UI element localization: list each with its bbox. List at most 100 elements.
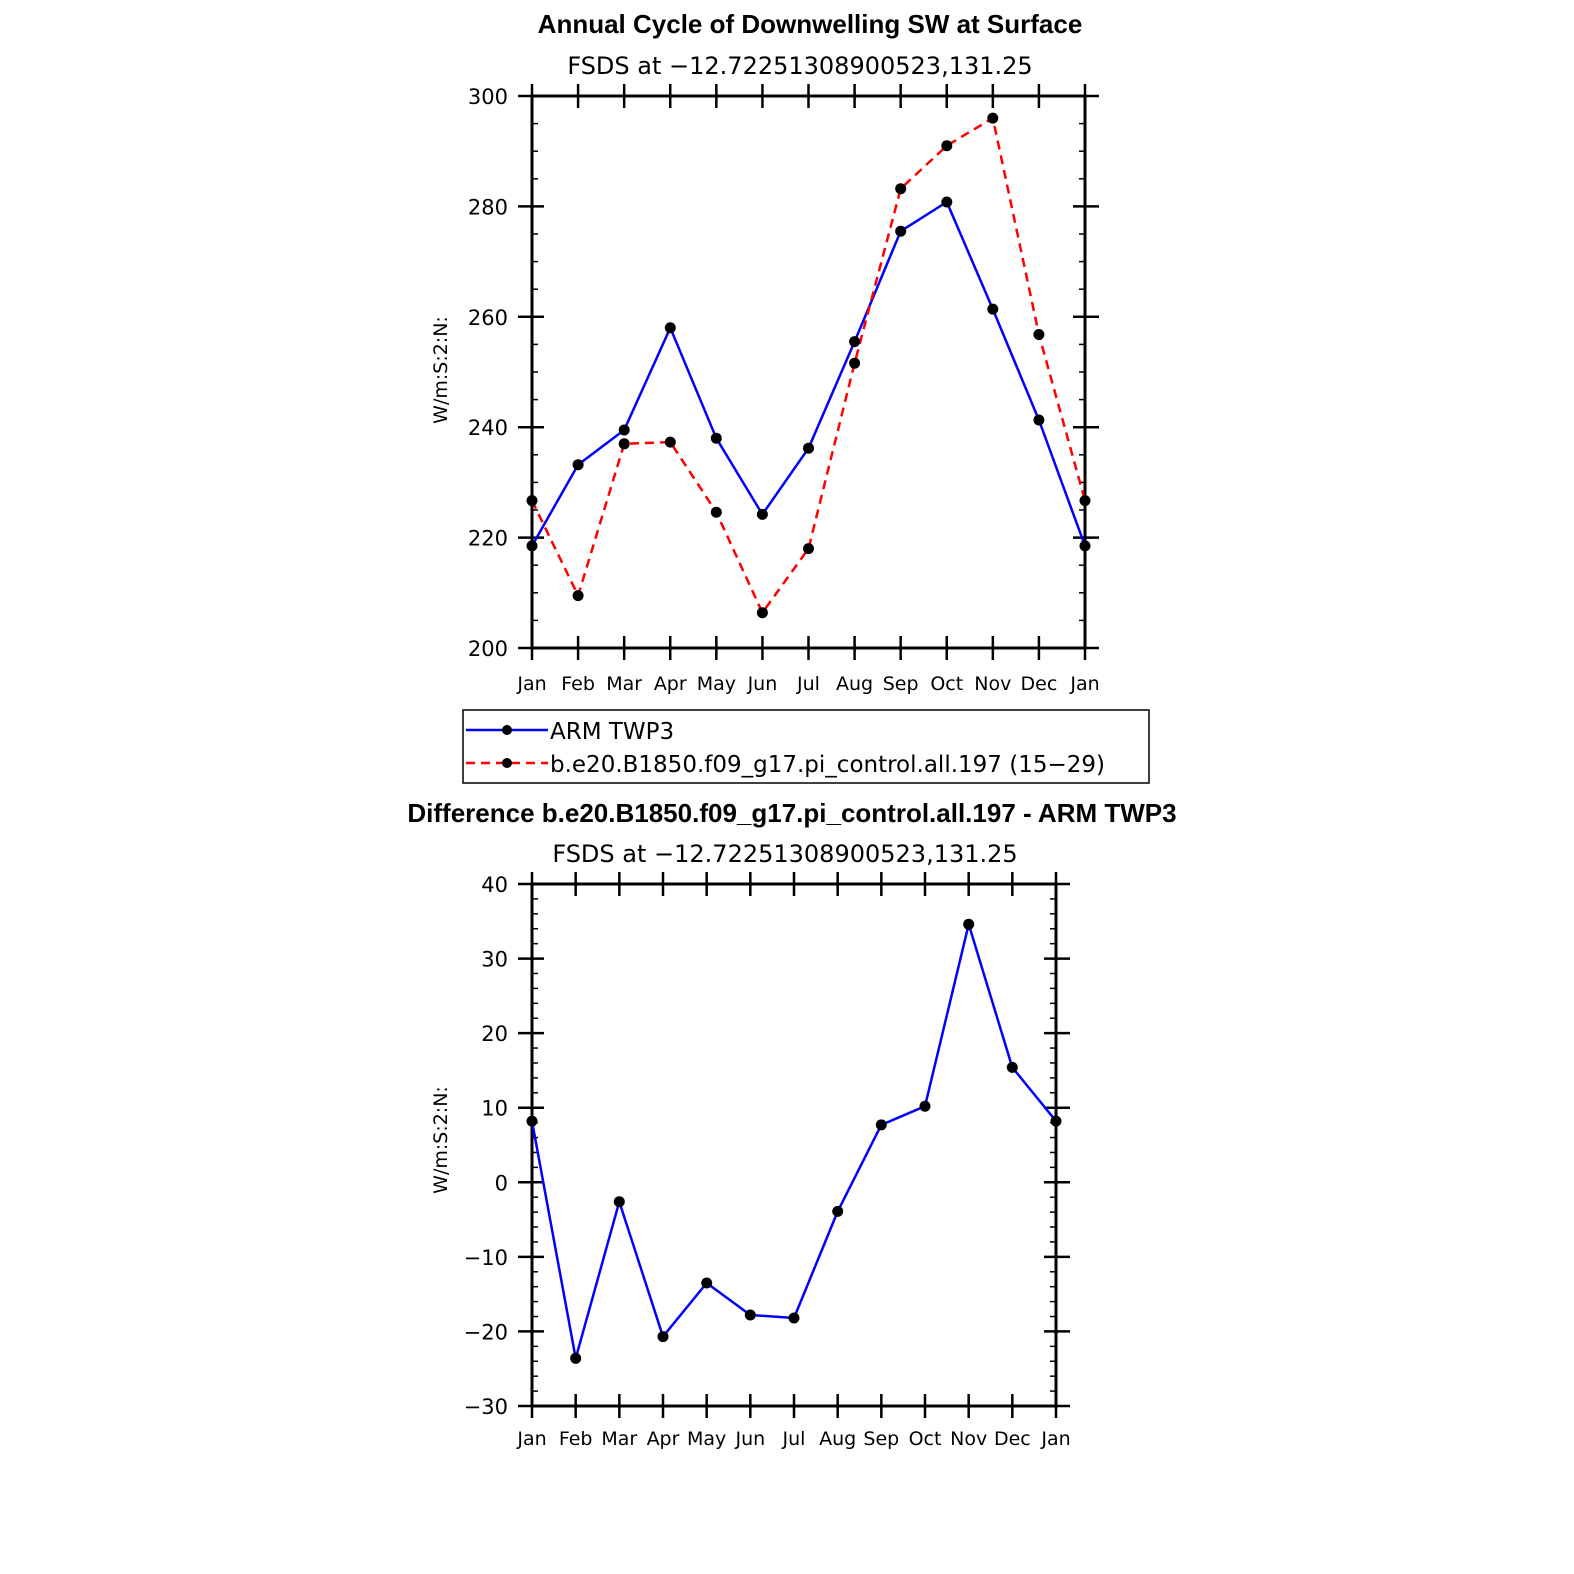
legend-marker-arm [502, 725, 512, 735]
data-point-0 [849, 336, 861, 348]
legend-box [462, 709, 1150, 784]
data-point-0 [572, 459, 584, 471]
y-tick-label: 260 [468, 306, 508, 330]
x-tick-label: Jan [1069, 673, 1099, 695]
data-point-0 [803, 442, 814, 454]
y-tick-label: −30 [464, 1395, 508, 1419]
y-tick-label: −10 [464, 1246, 508, 1270]
x-tick-label: May [687, 1428, 726, 1450]
legend-label-model: b.e20.B1850.f09_g17.pi_control.all.197 (… [550, 752, 1105, 778]
x-tick-label: Oct [909, 1428, 942, 1450]
data-point-1 [987, 112, 999, 124]
legend-label-arm: ARM TWP3 [550, 719, 674, 745]
data-point-0 [701, 1277, 713, 1289]
legend: ARM TWP3 b.e20.B1850.f09_g17.pi_control.… [462, 709, 1150, 784]
x-tick-label: Jun [747, 673, 778, 695]
y-tick-label: 30 [481, 948, 508, 972]
data-point-1 [618, 438, 630, 450]
data-point-0 [744, 1309, 756, 1321]
data-point-0 [832, 1205, 844, 1217]
data-point-0 [1033, 414, 1045, 426]
data-point-1 [526, 495, 538, 507]
x-tick-label: May [697, 673, 736, 695]
plot-marks [526, 112, 1091, 619]
data-point-1 [1033, 329, 1045, 340]
y-tick-label: 280 [468, 195, 508, 219]
data-point-0 [657, 1331, 669, 1343]
data-point-1 [710, 506, 722, 518]
data-point-0 [526, 540, 538, 552]
legend-marker-model [502, 758, 512, 768]
difference-chart: Difference b.e20.B1850.f09_g17.pi_contro… [407, 798, 1176, 1450]
data-point-1 [941, 140, 953, 152]
data-point-1 [572, 590, 584, 602]
x-tick-label: Jan [516, 1428, 546, 1450]
data-point-0 [1079, 540, 1091, 552]
x-tick-label: Nov [950, 1428, 987, 1450]
x-tick-label: Nov [974, 673, 1011, 695]
x-tick-label: Jul [796, 673, 820, 695]
data-point-1 [756, 607, 768, 619]
chart-title: Difference b.e20.B1850.f09_g17.pi_contro… [407, 798, 1176, 828]
x-tick-label: Sep [883, 673, 919, 695]
series-line-0 [530, 923, 1057, 1360]
y-tick-label: 200 [468, 637, 508, 661]
y-tick-label: 40 [481, 873, 508, 897]
data-point-0 [756, 508, 768, 520]
data-point-1 [849, 357, 861, 369]
data-point-0 [895, 225, 907, 237]
series-line-0 [530, 200, 1087, 547]
x-tick-label: Aug [836, 673, 873, 695]
chart-title: Annual Cycle of Downwelling SW at Surfac… [538, 9, 1083, 39]
data-point-1 [1079, 495, 1091, 507]
y-axis-label: W/m:S:2:N: [430, 1086, 452, 1194]
plot-frame [530, 94, 1087, 650]
series-line-1 [530, 116, 1087, 614]
data-point-0 [710, 432, 722, 444]
data-point-0 [570, 1352, 582, 1364]
x-tick-label: Sep [863, 1428, 899, 1450]
y-tick-label: 300 [468, 85, 508, 109]
data-point-0 [1050, 1115, 1062, 1127]
x-tick-label: Dec [994, 1428, 1031, 1450]
y-tick-label: 0 [495, 1171, 508, 1195]
x-tick-label: Mar [601, 1428, 637, 1450]
y-tick-label: 240 [468, 416, 508, 440]
y-tick-label: 220 [468, 527, 508, 551]
data-point-0 [919, 1100, 931, 1112]
x-tick-label: Apr [654, 673, 687, 695]
y-tick-label: 10 [481, 1097, 508, 1121]
annual-cycle-chart: Annual Cycle of Downwelling SW at Surfac… [430, 9, 1100, 695]
x-tick-label: Apr [647, 1428, 680, 1450]
x-tick-label: Jul [782, 1428, 806, 1450]
x-tick-label: Jan [516, 673, 546, 695]
plot-frame [530, 882, 1058, 1408]
data-point-0 [526, 1115, 538, 1127]
data-point-0 [788, 1312, 800, 1324]
x-tick-label: Feb [559, 1428, 593, 1450]
x-tick-label: Jan [1040, 1428, 1070, 1450]
x-tick-label: Jun [734, 1428, 765, 1450]
chart-subtitle: FSDS at −12.72251308900523,131.25 [552, 840, 1017, 868]
x-tick-label: Dec [1021, 673, 1058, 695]
data-point-0 [664, 322, 676, 334]
x-tick-label: Feb [561, 673, 595, 695]
axes-frame: 200 220 240 260 280 300 Jan Feb Mar Apr May Jun Jul A… [468, 84, 1100, 695]
x-tick-label: Aug [819, 1428, 856, 1450]
x-tick-label: Mar [606, 673, 642, 695]
data-point-0 [613, 1196, 625, 1208]
data-point-0 [1006, 1061, 1018, 1073]
y-tick-label: 20 [481, 1022, 508, 1046]
y-tick-label: −20 [464, 1320, 508, 1344]
data-point-0 [963, 918, 975, 930]
data-point-0 [618, 424, 630, 436]
y-axis-label: W/m:S:2:N: [430, 316, 452, 424]
chart-subtitle: FSDS at −12.72251308900523,131.25 [567, 52, 1032, 80]
axes-frame: −30 −20 −10 0 10 20 30 40 Jan Feb Mar Apr May Jun Jul A… [464, 872, 1071, 1450]
data-point-0 [875, 1119, 887, 1131]
data-point-0 [941, 196, 953, 208]
data-point-1 [664, 436, 676, 448]
data-point-1 [895, 183, 907, 195]
plot-marks [526, 918, 1062, 1364]
